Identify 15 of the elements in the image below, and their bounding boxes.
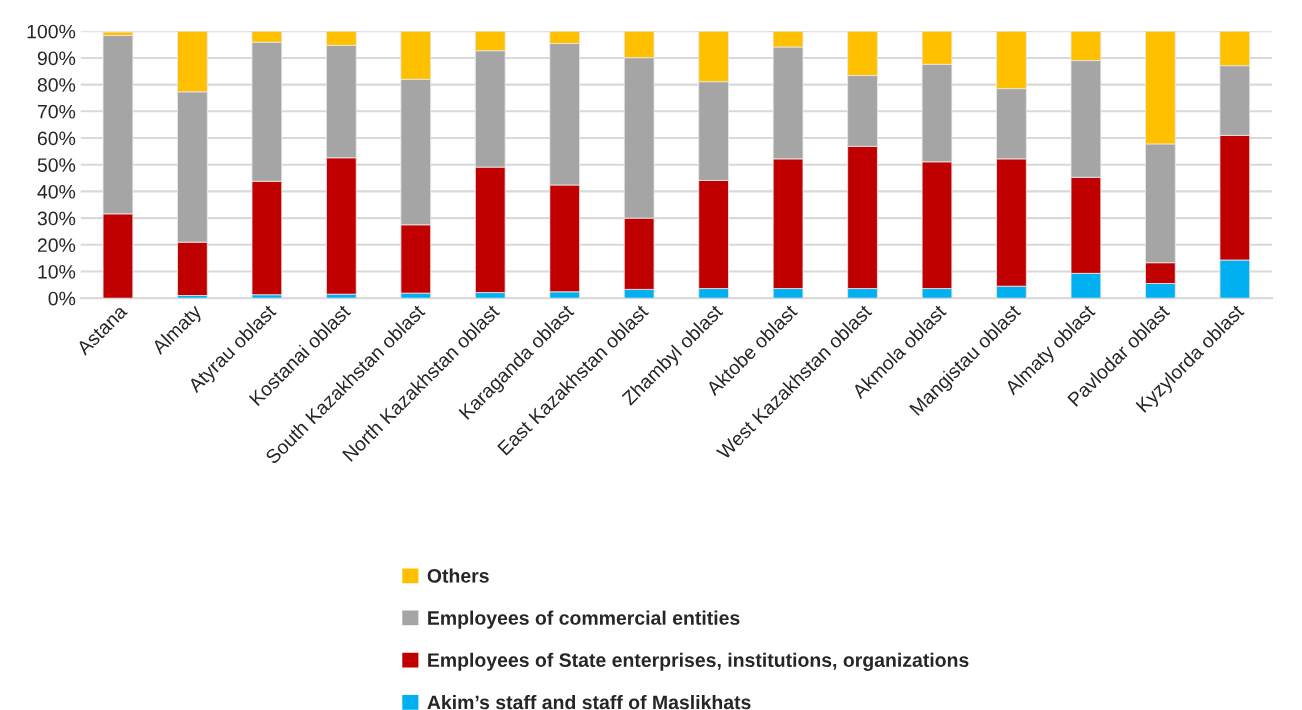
y-tick-label: 80% [37,78,76,92]
y-tick-label: 50% [37,158,76,172]
legend-label: Akim’s staff and staff of Maslikhats [427,694,751,710]
y-tick-label: 20% [37,238,76,253]
y-tick-label: 0% [48,291,76,306]
legend-label: Employees of State enterprises, institutions, organizations [428,652,969,671]
y-tick-label: 10% [38,264,76,279]
y-tick-label: 60% [37,131,76,146]
legend-label: Others [427,568,489,583]
y-tick-label: 40% [37,184,76,199]
y-tick-label: 30% [37,211,76,226]
y-tick-label: 90% [37,51,76,66]
legend-label: Employees of commercial entities [428,610,740,629]
y-tick-label: 100% [27,24,76,39]
y-tick-label: 70% [37,104,76,119]
